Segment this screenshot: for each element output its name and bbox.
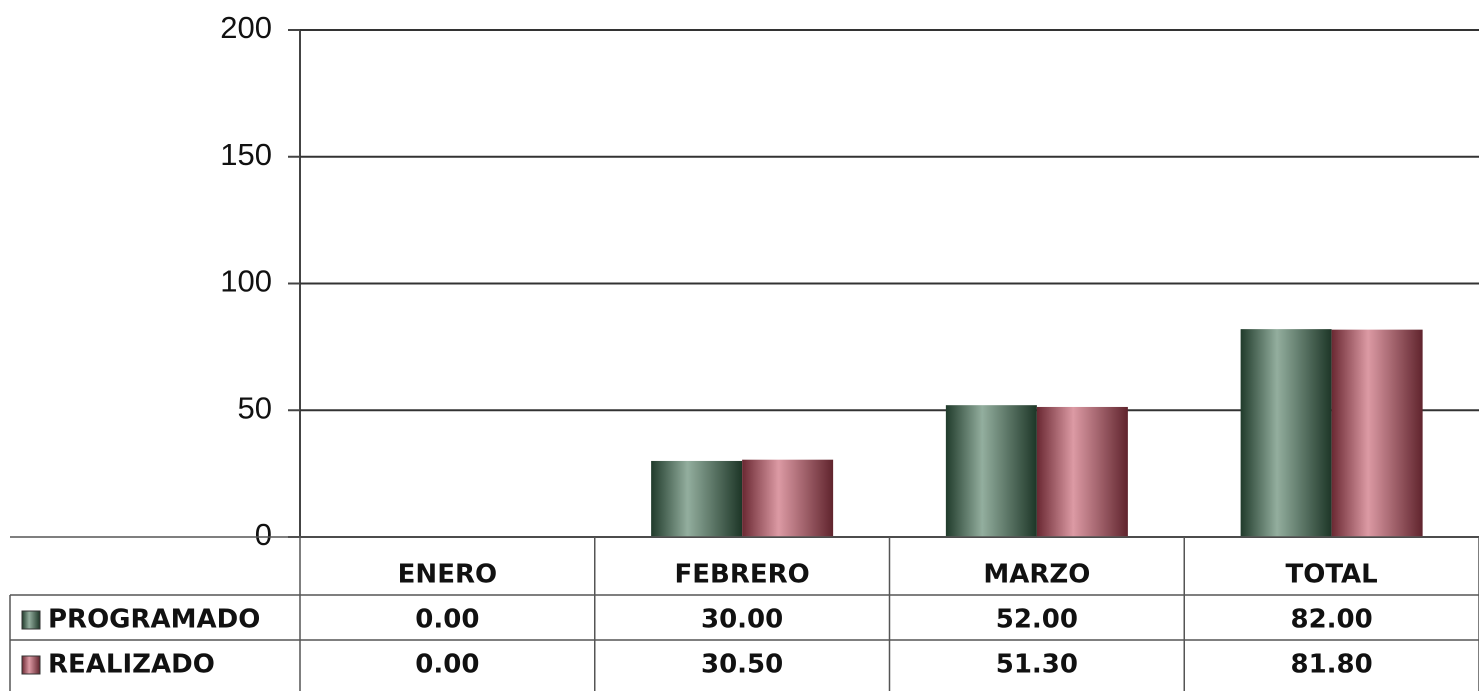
bar: [1240, 329, 1332, 537]
bar: [1036, 406, 1128, 537]
x-tick-label: TOTAL: [1286, 560, 1378, 590]
y-tick-label: 50: [238, 390, 272, 425]
value-label: 81.80: [1291, 650, 1373, 680]
value-label: 82.00: [1291, 605, 1373, 635]
x-tick-label: ENERO: [398, 560, 497, 590]
value-label: 30.00: [701, 605, 783, 635]
value-label: 30.50: [701, 650, 783, 680]
x-tick-label: FEBRERO: [675, 560, 810, 590]
legend-label: REALIZADO: [48, 650, 215, 680]
y-tick-label: 0: [255, 517, 272, 552]
bar: [945, 405, 1037, 537]
y-tick-label: 100: [220, 264, 272, 299]
legend-label: PROGRAMADO: [48, 605, 260, 635]
legend-swatch: [21, 655, 41, 675]
bar: [1331, 329, 1423, 537]
value-label: 0.00: [415, 605, 479, 635]
bar: [742, 459, 834, 537]
value-label: 52.00: [996, 605, 1078, 635]
y-tick-label: 200: [220, 10, 272, 45]
value-label: 51.30: [996, 650, 1078, 680]
bar: [651, 460, 743, 537]
value-label: 0.00: [415, 650, 479, 680]
legend-swatch: [21, 610, 41, 630]
x-tick-label: MARZO: [983, 560, 1090, 590]
y-tick-label: 150: [220, 137, 272, 172]
